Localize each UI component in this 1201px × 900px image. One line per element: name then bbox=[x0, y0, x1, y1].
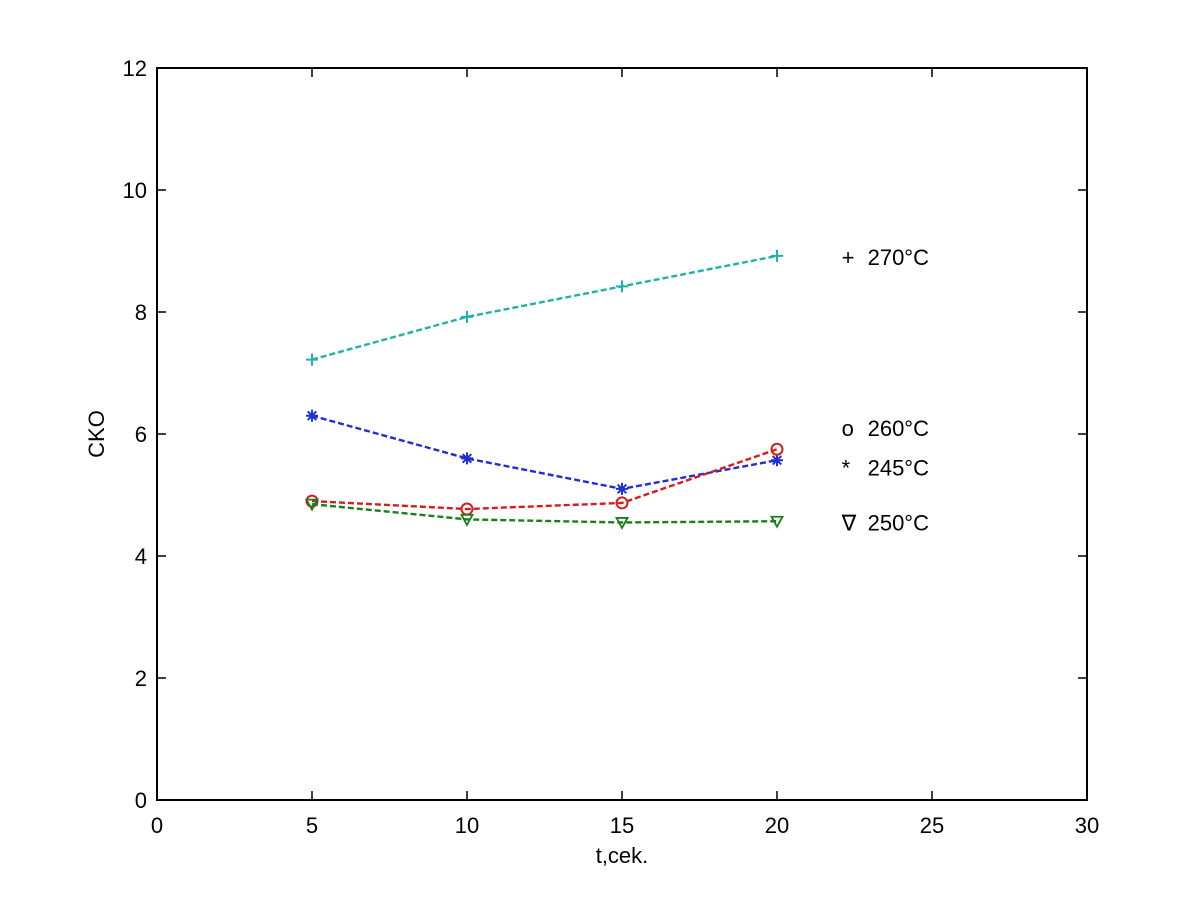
x-tick-label: 15 bbox=[610, 813, 634, 838]
annotation-label-250: 250°C bbox=[868, 510, 930, 535]
annotation-250: ∇ 250°C bbox=[841, 510, 930, 535]
y-tick-label: 0 bbox=[135, 788, 147, 813]
x-tick-label: 25 bbox=[920, 813, 944, 838]
data-point-260 bbox=[615, 496, 629, 510]
data-point-260 bbox=[770, 442, 784, 456]
y-axis-label: CKO bbox=[84, 410, 109, 458]
y-tick-label: 2 bbox=[135, 666, 147, 691]
x-tick-label: 0 bbox=[151, 813, 163, 838]
data-point-270 bbox=[771, 249, 783, 262]
annotation-marker-260: o bbox=[842, 416, 854, 441]
series-line-270 bbox=[311, 254, 778, 361]
data-point-245 bbox=[771, 454, 783, 467]
series-270 bbox=[306, 249, 783, 366]
data-point-270 bbox=[461, 310, 473, 323]
series-line-260 bbox=[311, 448, 778, 511]
series-group bbox=[304, 249, 785, 530]
data-point-245 bbox=[306, 409, 318, 422]
series-line-250 bbox=[311, 502, 778, 524]
data-point-250 bbox=[769, 515, 785, 529]
x-tick-label: 10 bbox=[455, 813, 479, 838]
y-tick-label: 10 bbox=[123, 178, 147, 203]
data-point-250 bbox=[614, 517, 630, 530]
data-point-250 bbox=[304, 498, 320, 512]
y-tick-label: 8 bbox=[135, 300, 147, 325]
data-point-250 bbox=[459, 514, 475, 527]
data-point-270 bbox=[616, 280, 628, 293]
x-tick-label: 5 bbox=[306, 813, 318, 838]
annotation-label-270: 270°C bbox=[868, 245, 930, 270]
y-tick-label: 6 bbox=[135, 422, 147, 447]
data-point-245 bbox=[616, 482, 628, 495]
annotation-label-245: 245°C bbox=[868, 456, 930, 481]
annotation-marker-270: + bbox=[842, 245, 855, 270]
series-250 bbox=[304, 498, 785, 530]
annotation-marker-245: * bbox=[842, 456, 851, 481]
x-tick-label: 20 bbox=[765, 813, 789, 838]
annotation-label-260: 260°C bbox=[868, 416, 930, 441]
annotation-260: o 260°C bbox=[842, 416, 930, 441]
x-axis-label: t,cek. bbox=[596, 843, 649, 868]
x-tick-label: 30 bbox=[1075, 813, 1099, 838]
axes-group: 0 5 10 15 20 25 30 0 2 4 6 8 10 12 bbox=[123, 56, 1100, 838]
annotation-270: +270°C bbox=[842, 245, 930, 270]
annotation-245: * 245°C bbox=[842, 456, 930, 481]
y-tick-label: 12 bbox=[123, 56, 147, 81]
annotations-group: +270°C o 260°C * 245°C ∇ 250°C bbox=[841, 245, 930, 535]
y-tick-label: 4 bbox=[135, 544, 147, 569]
data-point-245 bbox=[461, 452, 473, 465]
annotation-marker-250: ∇ bbox=[841, 510, 857, 535]
series-line-245 bbox=[311, 414, 778, 491]
series-245 bbox=[306, 409, 783, 495]
data-point-270 bbox=[306, 353, 318, 366]
